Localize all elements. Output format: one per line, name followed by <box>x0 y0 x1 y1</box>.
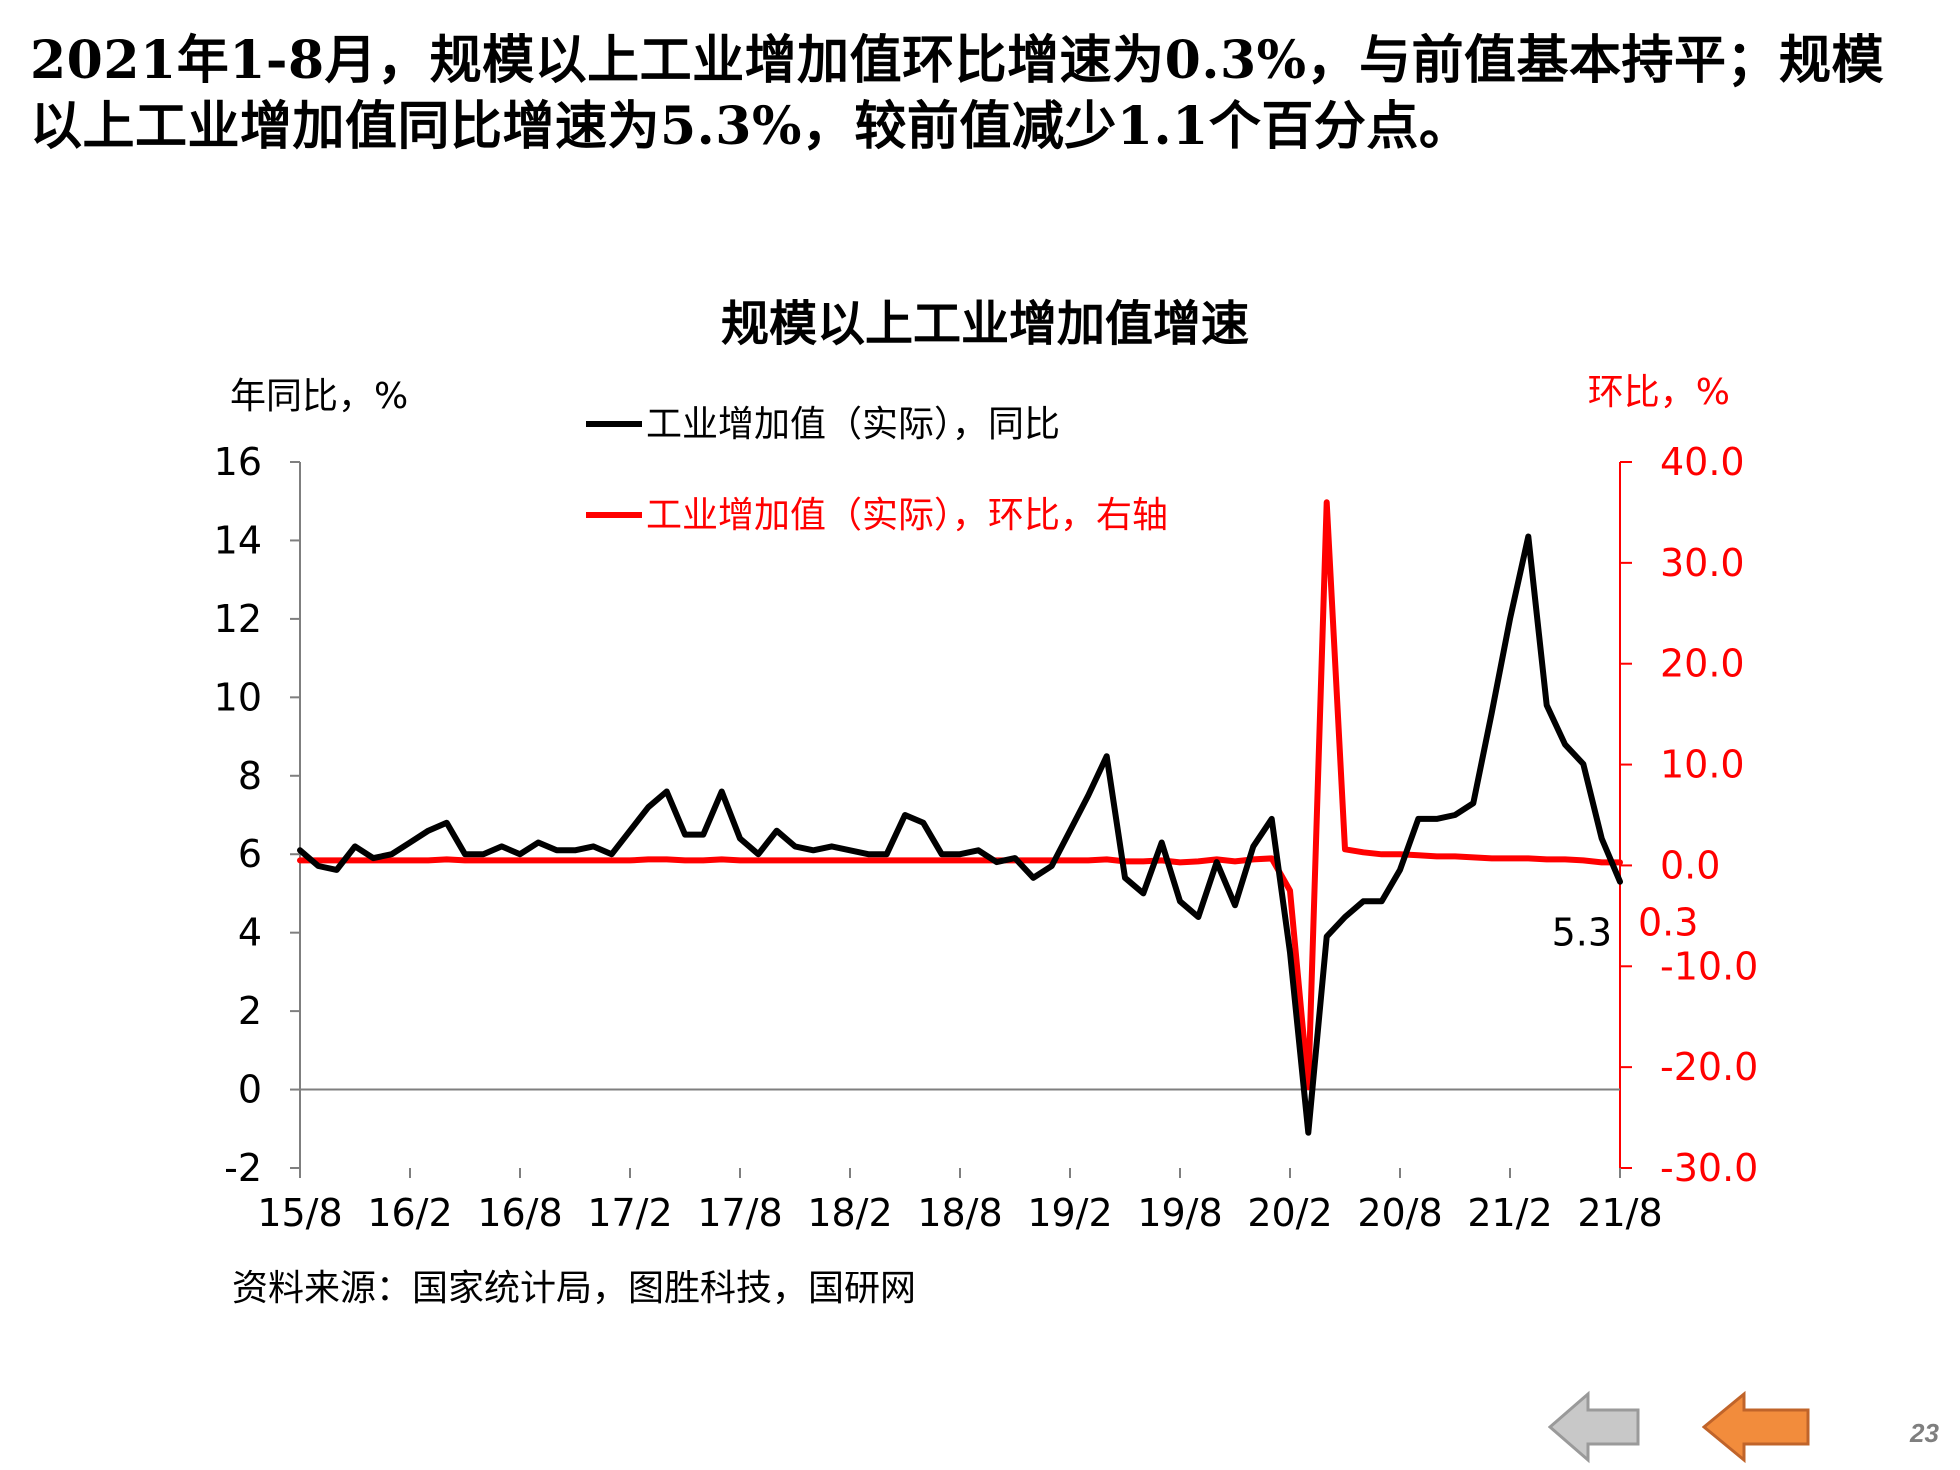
back-button[interactable] <box>1548 1390 1644 1464</box>
labels-layer: 5.3 0.3 <box>1552 901 1699 955</box>
right-axis-tick-label: 0.0 <box>1660 843 1720 887</box>
return-button[interactable] <box>1702 1390 1814 1464</box>
left-axis-tick-label: 10 <box>214 675 262 719</box>
x-axis-tick-label: 16/8 <box>477 1191 562 1235</box>
legend: 工业增加值（实际），同比 工业增加值（实际），环比，右轴 <box>586 404 1168 536</box>
left-axis-tick-label: 14 <box>214 518 262 562</box>
left-axis-tick-label: 12 <box>214 597 262 641</box>
series-line-mom <box>297 499 1623 1091</box>
chart-title: 规模以上工业增加值增速 <box>721 296 1249 352</box>
left-axis-tick-label: 8 <box>238 754 262 798</box>
source-note: 资料来源：国家统计局，图胜科技，国研网 <box>232 1268 916 1309</box>
right-axis-tick-label: 40.0 <box>1660 440 1745 484</box>
x-axis-tick-label: 16/2 <box>367 1191 452 1235</box>
x-axis-tick-label: 18/8 <box>917 1191 1002 1235</box>
x-axis-tick-label: 21/2 <box>1467 1191 1552 1235</box>
x-axis-tick-label: 20/8 <box>1357 1191 1442 1235</box>
right-axis-label: 环比，% <box>1588 372 1730 413</box>
page-number: 23 <box>1910 1418 1939 1448</box>
left-axis-label: 年同比，% <box>230 376 408 417</box>
x-axis-tick-label: 15/8 <box>257 1191 342 1235</box>
legend-label-yoy: 工业增加值（实际），同比 <box>646 404 1060 445</box>
left-axis-tick-label: -2 <box>224 1146 262 1190</box>
end-label-yoy: 5.3 <box>1552 911 1612 955</box>
x-axis-tick-label: 18/2 <box>807 1191 892 1235</box>
x-axis-tick-label: 17/8 <box>697 1191 782 1235</box>
left-axis-tick-label: 6 <box>238 832 262 876</box>
left-axis-tick-label: 4 <box>238 911 262 955</box>
left-axis-tick-label: 2 <box>238 989 262 1033</box>
x-axis-tick-label: 19/2 <box>1027 1191 1112 1235</box>
right-axis-tick-label: 30.0 <box>1660 541 1745 585</box>
right-axis-tick-label: -20.0 <box>1660 1045 1758 1089</box>
left-axis-tick-label: 0 <box>238 1068 262 1112</box>
orange-left-arrow-icon <box>1702 1390 1810 1464</box>
right-axis-tick-label: 10.0 <box>1660 743 1745 787</box>
headline-line-2: 以上工业增加值同比增速为5.3%，较前值减少1.1个百分点。 <box>30 96 1472 157</box>
headline-text: 2021年1-8月，规模以上工业增加值环比增速为0.3%，与前值基本持平；规模 … <box>30 28 1930 160</box>
series-layer <box>297 499 1623 1136</box>
grey-left-arrow-icon <box>1548 1390 1640 1464</box>
x-axis-tick-label: 21/8 <box>1577 1191 1662 1235</box>
end-label-mom: 0.3 <box>1638 901 1698 945</box>
series-line-yoy <box>297 533 1623 1136</box>
x-axis-tick-label: 19/8 <box>1137 1191 1222 1235</box>
x-axis-tick-label: 20/2 <box>1247 1191 1332 1235</box>
x-axis-tick-label: 17/2 <box>587 1191 672 1235</box>
headline-line-1: 2021年1-8月，规模以上工业增加值环比增速为0.3%，与前值基本持平；规模 <box>30 30 1885 91</box>
legend-label-mom: 工业增加值（实际），环比，右轴 <box>646 495 1168 536</box>
right-axis-tick-label: -30.0 <box>1660 1146 1758 1190</box>
right-axis-tick-label: 20.0 <box>1660 642 1745 686</box>
left-axis-tick-label: 16 <box>214 440 262 484</box>
axes: -2 0 2 4 6 8 10 12 14 16 -30.0 -20.0 -10.0 0.0 10.0 20.… <box>214 440 1759 1235</box>
right-axis-tick-label: -10.0 <box>1660 944 1758 988</box>
